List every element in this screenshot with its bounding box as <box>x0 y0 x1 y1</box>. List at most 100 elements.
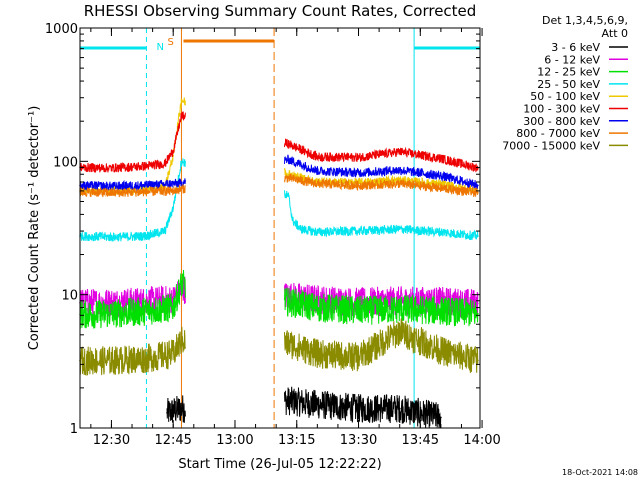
data-point-12-25-kev <box>357 309 360 312</box>
x-tick-label: 14:00 <box>463 433 500 448</box>
generation-timestamp: 18-Oct-2021 14:08 <box>562 468 638 477</box>
series-line-12-25-kev-post <box>284 287 479 327</box>
series-line-7000-15000-kev-pre <box>79 326 186 376</box>
y-tick-label: 10 <box>61 289 78 304</box>
data-point-25-50-kev <box>357 230 360 232</box>
data-point-12-25-kev <box>143 310 146 313</box>
data-point-7000-15000-kev <box>440 349 442 352</box>
night-flag-label: N <box>156 42 163 53</box>
legend-entry-label: 25 - 50 keV <box>537 78 600 91</box>
data-point-100-300-kev <box>440 157 442 160</box>
data-point-50-100-kev <box>287 173 290 176</box>
y-axis-label: Corrected Count Rate (s⁻¹ detector⁻¹) <box>27 106 42 351</box>
data-point-3-6-kev <box>166 412 168 414</box>
series-line-7000-15000-kev-post <box>284 318 479 373</box>
data-point-25-50-kev <box>398 228 401 230</box>
data-point-300-800-kev <box>110 185 113 188</box>
data-point-100-300-kev <box>164 162 166 165</box>
data-point-50-100-kev <box>180 98 183 101</box>
data-point-25-50-kev <box>316 231 319 233</box>
data-point-800-7000-kev <box>440 187 442 189</box>
data-point-800-7000-kev <box>180 188 183 190</box>
data-point-800-7000-kev <box>143 191 146 193</box>
data-point-800-7000-kev <box>287 177 290 179</box>
data-point-6-12-kev <box>110 301 113 304</box>
data-point-12-25-kev <box>398 308 401 310</box>
data-point-300-800-kev <box>357 172 360 174</box>
legend-entry-label: 6 - 12 keV <box>544 53 600 66</box>
plot-frame <box>79 27 481 429</box>
data-point-100-300-kev <box>110 167 113 169</box>
legend-entry-label: 3 - 6 keV <box>551 41 600 54</box>
legend-entry-label: 800 - 7000 keV <box>516 127 600 140</box>
data-point-300-800-kev <box>477 184 479 187</box>
series-line-300-800-kev-post <box>284 154 479 190</box>
data-point-25-50-kev <box>110 236 113 238</box>
data-point-25-50-kev <box>440 231 442 233</box>
data-point-12-25-kev <box>477 312 479 315</box>
data-point-300-800-kev <box>143 184 146 187</box>
series-line-25-50-kev-post <box>284 190 479 241</box>
data-point-100-300-kev <box>143 165 146 167</box>
data-point-100-300-kev <box>287 143 290 145</box>
data-point-7000-15000-kev <box>110 359 113 362</box>
data-point-300-800-kev <box>172 182 174 185</box>
data-point-300-800-kev <box>398 169 401 171</box>
data-point-25-50-kev <box>300 228 302 230</box>
data-point-3-6-kev <box>398 407 401 410</box>
data-point-800-7000-kev <box>316 182 319 185</box>
x-tick-label: 12:45 <box>154 433 191 448</box>
data-point-25-50-kev <box>287 195 290 197</box>
series-7000-15000-kev <box>79 318 479 376</box>
saa-flag-label: S <box>167 37 173 48</box>
data-point-100-300-kev <box>172 150 174 152</box>
data-point-12-25-kev <box>180 283 183 285</box>
data-point-800-7000-kev <box>398 182 401 185</box>
data-point-7000-15000-kev <box>172 353 174 355</box>
legend-entry-label: 12 - 25 keV <box>537 66 600 79</box>
data-point-3-6-kev <box>287 400 290 402</box>
data-point-12-25-kev <box>287 301 290 303</box>
data-point-3-6-kev <box>357 407 360 410</box>
series-line-3-6-kev-post <box>284 386 442 429</box>
data-point-7000-15000-kev <box>357 356 360 358</box>
axes: 12:30 12:45 13:00 13:15 13:30 13:45 14:00 1 10 10… <box>45 22 501 448</box>
y-tick-label: 1 <box>70 422 78 437</box>
data-point-7000-15000-kev <box>316 353 319 355</box>
data-point-3-6-kev <box>440 416 442 419</box>
data-point-12-25-kev <box>440 309 442 312</box>
data-point-25-50-kev <box>172 206 174 209</box>
series-line-25-50-kev-pre <box>79 158 186 242</box>
data-point-7000-15000-kev <box>143 358 146 360</box>
data-point-7000-15000-kev <box>398 330 401 333</box>
x-tick-label: 13:30 <box>340 433 377 448</box>
legend-entry-label: 300 - 800 keV <box>523 115 600 128</box>
data-point-100-300-kev <box>316 156 319 158</box>
legend-entry-label: 7000 - 15000 keV <box>502 139 600 152</box>
data-point-7000-15000-kev <box>477 359 479 362</box>
data-point-12-25-kev <box>172 306 174 309</box>
series-12-25-kev <box>79 269 479 329</box>
data-point-12-25-kev <box>316 306 319 309</box>
series-3-6-kev <box>166 386 442 429</box>
data-point-25-50-kev <box>477 235 479 237</box>
y-tick-label: 100 <box>53 155 78 170</box>
x-tick-label: 13:15 <box>278 433 315 448</box>
x-tick-label: 13:45 <box>402 433 439 448</box>
data-point-300-800-kev <box>316 169 319 172</box>
x-tick-label: 12:30 <box>93 433 130 448</box>
data-point-3-6-kev <box>316 403 319 406</box>
legend-entry-label: 50 - 100 keV <box>530 90 600 103</box>
series-line-800-7000-kev-post <box>284 173 479 197</box>
data-point-25-50-kev <box>180 160 183 163</box>
legend-header-attenuator: Att 0 <box>602 27 628 40</box>
series-100-300-kev <box>79 111 479 174</box>
data-point-25-50-kev <box>164 230 166 232</box>
data-point-800-7000-kev <box>477 192 479 194</box>
data-point-12-25-kev <box>110 312 113 315</box>
data-point-3-6-kev <box>180 407 183 410</box>
chart-title: RHESSI Observing Summary Count Rates, Co… <box>84 2 477 20</box>
data-point-300-800-kev <box>287 158 290 161</box>
